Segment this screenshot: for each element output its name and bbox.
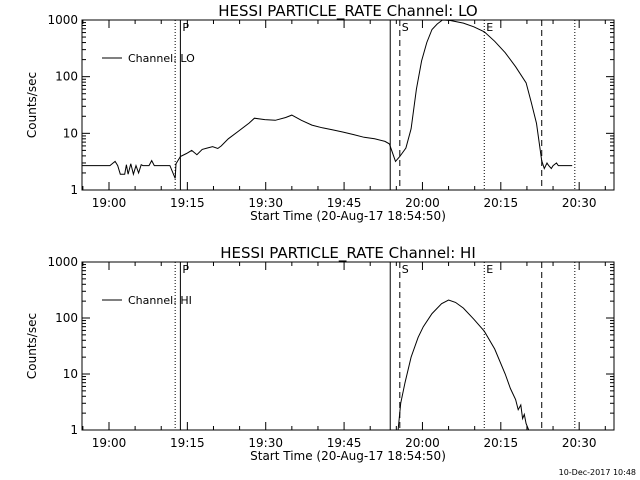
x-tick-label: 19:30 <box>248 196 283 210</box>
time-marker-label: P <box>182 21 189 34</box>
chart-title: HESSI PARTICLE_RATE Channel: HI <box>220 244 476 263</box>
x-tick-label: 20:30 <box>562 196 597 210</box>
y-axis-label: Counts/sec <box>25 313 39 379</box>
x-tick-label: 19:45 <box>327 196 362 210</box>
y-tick-label: 10 <box>63 126 78 140</box>
y-axis-label: Counts/sec <box>25 72 39 138</box>
chart-panel-1: HESSI PARTICLE_RATE Channel: HI 1 10 100 100… <box>25 244 615 463</box>
x-tick-label: 19:15 <box>170 196 205 210</box>
x-tick-label: 20:15 <box>484 196 519 210</box>
y-tick-label: 10 <box>63 367 78 381</box>
legend-label: Channel: HI <box>128 294 192 307</box>
series-line-0 <box>82 19 573 179</box>
chart-panel-0: HESSI PARTICLE_RATE Channel: LO 1 10 100 100… <box>25 2 615 223</box>
series-line-0 <box>397 299 530 431</box>
time-marker-label: P <box>182 263 189 276</box>
time-marker-label: E <box>486 21 493 34</box>
x-tick-label: 20:30 <box>562 436 597 450</box>
x-tick-label: 20:15 <box>484 436 519 450</box>
chart-title: HESSI PARTICLE_RATE Channel: LO <box>218 2 477 21</box>
x-tick-label: 19:15 <box>170 436 205 450</box>
y-tick-label: 1000 <box>47 13 78 27</box>
plot-timestamp: 10-Dec-2017 10:48 <box>559 468 636 477</box>
x-tick-label: 19:00 <box>92 436 127 450</box>
time-marker-label: E <box>486 263 493 276</box>
y-tick-label: 1 <box>70 423 78 437</box>
y-tick-label: 100 <box>55 311 78 325</box>
y-tick-label: 1 <box>70 183 78 197</box>
time-marker-label: S <box>402 263 409 276</box>
x-axis-label: Start Time (20-Aug-17 18:54:50) <box>250 449 446 463</box>
x-tick-label: 19:45 <box>327 436 362 450</box>
x-tick-label: 20:00 <box>405 196 440 210</box>
x-tick-label: 19:30 <box>248 436 283 450</box>
y-tick-label: 100 <box>55 70 78 84</box>
plot-frame <box>81 261 615 431</box>
x-tick-label: 19:00 <box>92 196 127 210</box>
y-tick-label: 1000 <box>47 255 78 269</box>
legend-label: Channel: LO <box>128 52 195 65</box>
plot-frame <box>81 19 615 191</box>
x-axis-label: Start Time (20-Aug-17 18:54:50) <box>250 209 446 223</box>
time-marker-label: S <box>402 21 409 34</box>
x-tick-label: 20:00 <box>405 436 440 450</box>
